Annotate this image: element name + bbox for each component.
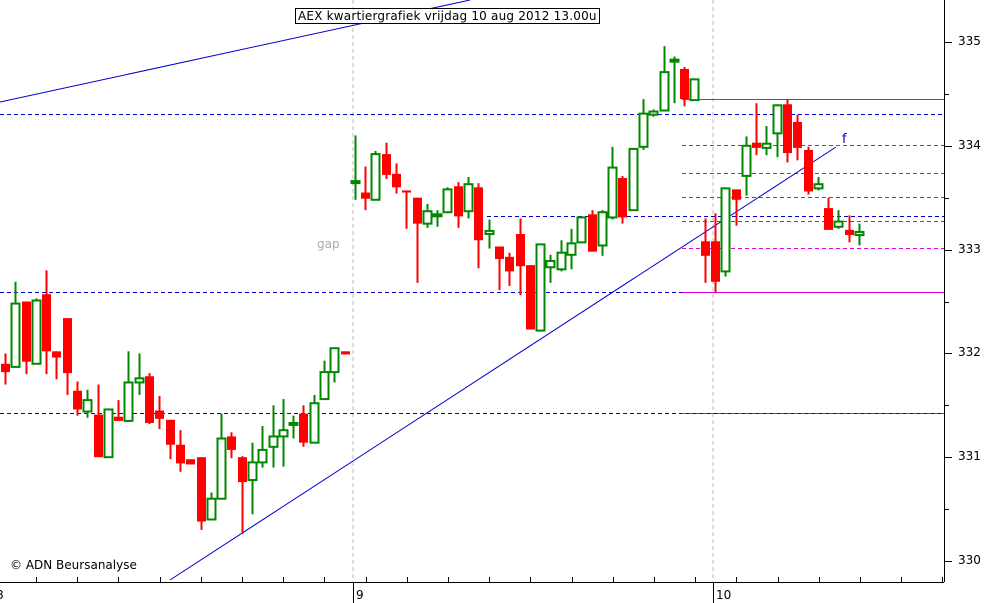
horizontal-levels [0, 99, 944, 414]
y-tick-label: 332 [958, 345, 981, 360]
x-tick-label: 8 [0, 588, 4, 602]
f-annotation: f [842, 132, 847, 147]
x-tick-label: 9 [356, 588, 364, 602]
y-tick-label: 334 [958, 137, 981, 152]
copyright-text: © ADN Beursanalyse [10, 558, 137, 572]
y-tick-label: 333 [958, 241, 981, 256]
day-separators [352, 0, 714, 582]
gap-annotation: gap [317, 237, 340, 251]
trendlines [0, 0, 837, 581]
y-tick-label: 330 [958, 553, 981, 567]
candles [1, 46, 865, 535]
axes [0, 0, 952, 603]
y-tick-label: 335 [958, 34, 981, 48]
chart-title: AEX kwartiergrafiek vrijdag 10 aug 2012 … [295, 8, 600, 24]
y-tick-label: 331 [958, 449, 981, 464]
x-tick-label: 10 [716, 588, 732, 602]
